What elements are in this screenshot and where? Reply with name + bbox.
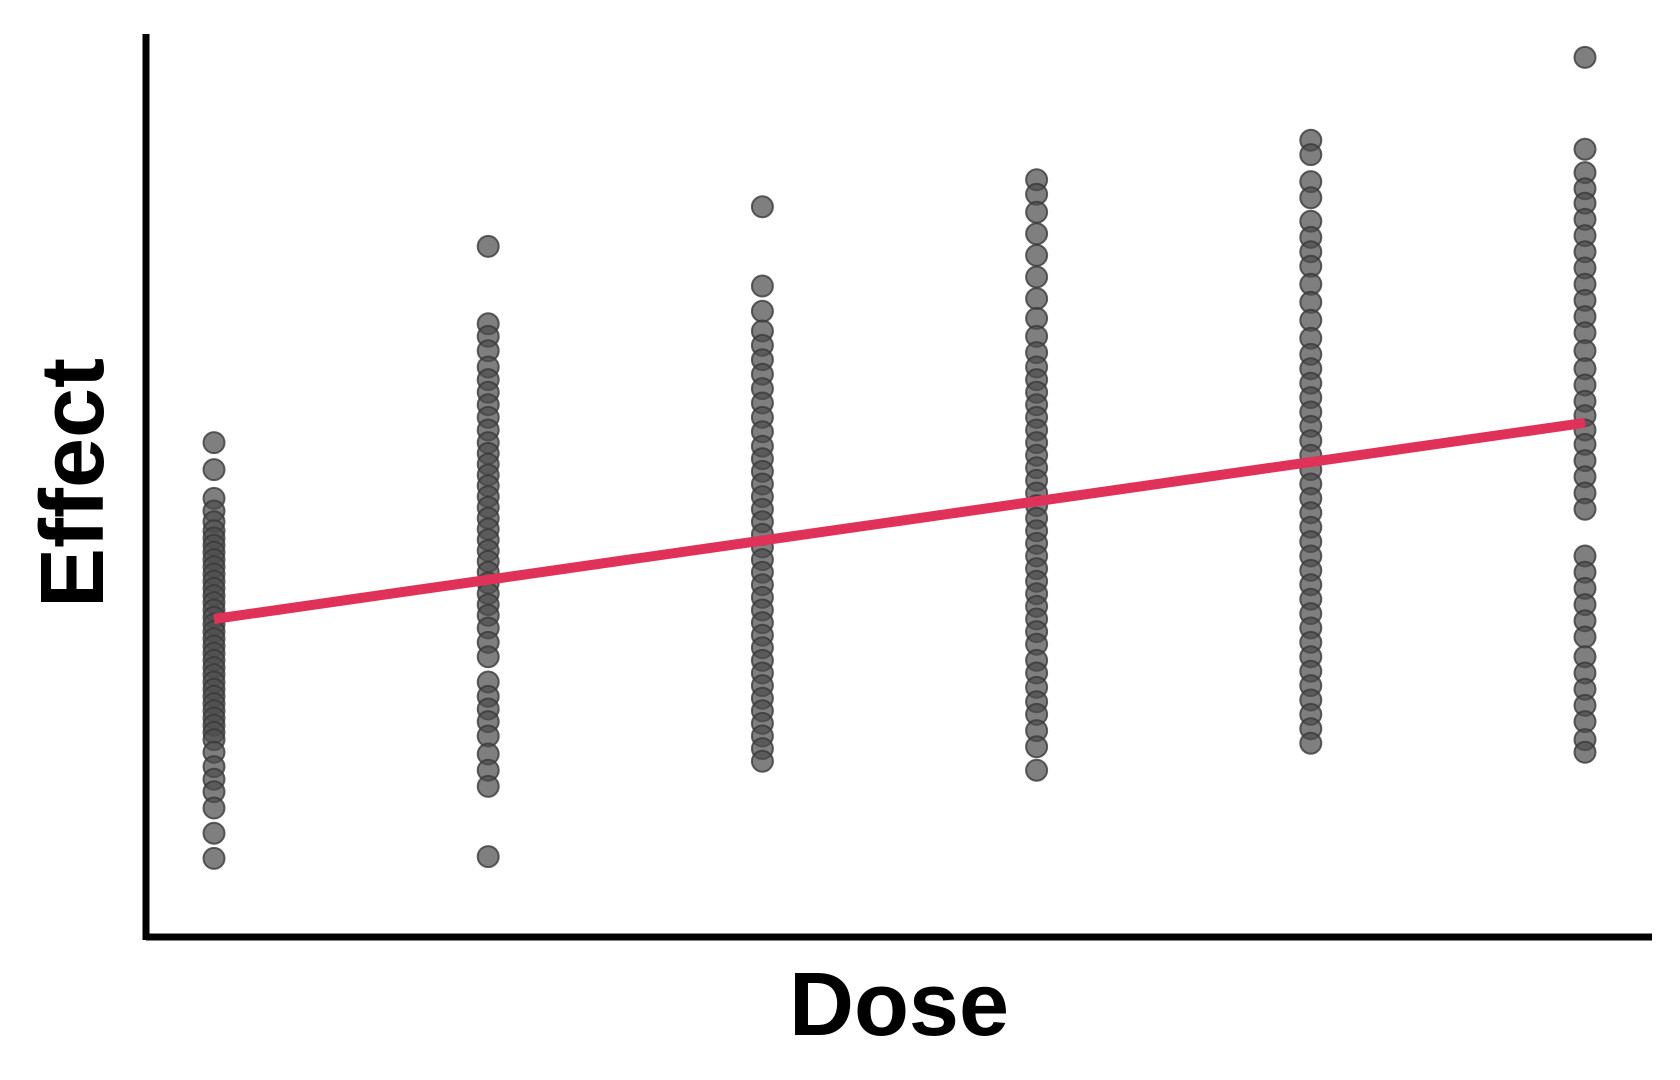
trend-line-layer <box>213 417 1586 624</box>
data-point <box>1025 287 1049 311</box>
data-point <box>1573 497 1597 521</box>
data-point <box>750 749 774 773</box>
data-point <box>1299 731 1323 755</box>
data-point <box>1025 222 1049 246</box>
data-point <box>1025 758 1049 782</box>
data-point <box>202 846 226 870</box>
axes <box>142 34 1652 941</box>
data-point <box>1573 137 1597 161</box>
data-point <box>750 195 774 219</box>
data-point <box>1573 740 1597 764</box>
data-point <box>476 234 500 258</box>
trend-line <box>213 417 1586 624</box>
data-point <box>1025 265 1049 289</box>
data-point <box>1025 243 1049 267</box>
data-point <box>1025 735 1049 759</box>
x-axis-title: Dose <box>789 955 1009 1055</box>
data-point <box>1299 186 1323 210</box>
data-point <box>202 458 226 482</box>
data-point <box>202 796 226 820</box>
data-point <box>476 774 500 798</box>
data-point <box>1573 625 1597 649</box>
data-point <box>202 431 226 455</box>
data-point <box>476 845 500 869</box>
y-axis-title: Effect <box>23 358 123 608</box>
data-points <box>202 45 1597 870</box>
data-point <box>1299 143 1323 167</box>
data-point <box>202 821 226 845</box>
data-point <box>1025 200 1049 224</box>
data-point <box>1573 45 1597 69</box>
data-point <box>750 274 774 298</box>
data-point <box>476 645 500 669</box>
data-point <box>750 299 774 323</box>
